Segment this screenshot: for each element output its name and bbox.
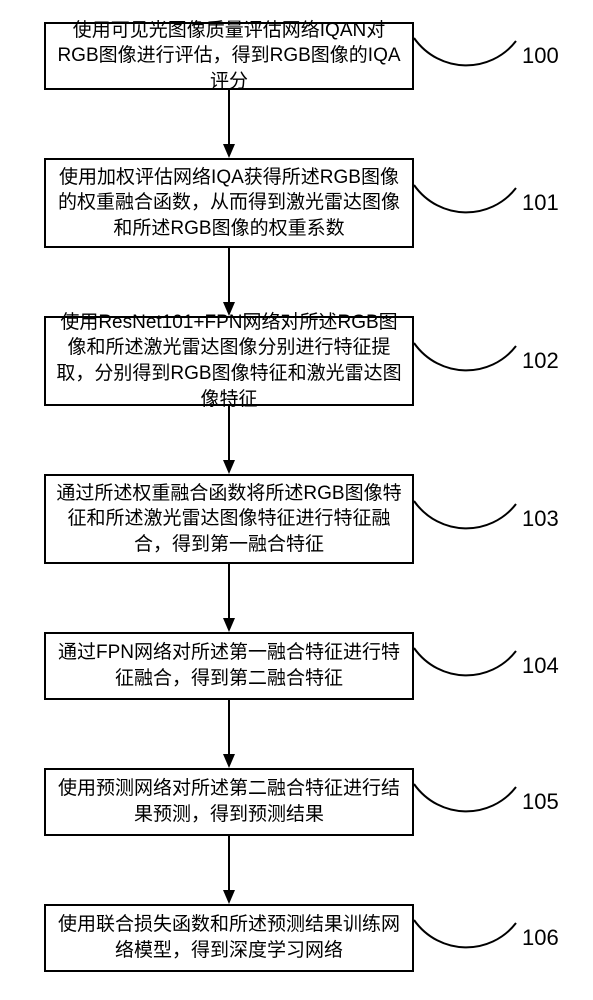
flow-node-n100: 使用可见光图像质量评估网络IQAN对RGB图像进行评估，得到RGB图像的IQA评… [44,22,414,90]
flow-node-text: 使用ResNet101+FPN网络对所述RGB图像和所述激光雷达图像分别进行特征… [56,310,402,413]
callout-n102 [414,329,516,393]
flow-node-text: 通过所述权重融合函数将所述RGB图像特征和所述激光雷达图像特征进行特征融合，得到… [56,481,402,558]
callout-label-103: 103 [522,506,559,532]
callout-n100 [414,24,516,88]
flow-node-n103: 通过所述权重融合函数将所述RGB图像特征和所述激光雷达图像特征进行特征融合，得到… [44,474,414,564]
flow-node-n102: 使用ResNet101+FPN网络对所述RGB图像和所述激光雷达图像分别进行特征… [44,316,414,406]
flow-node-n104: 通过FPN网络对所述第一融合特征进行特征融合，得到第二融合特征 [44,632,414,700]
callout-n106 [414,906,516,970]
flow-node-text: 使用预测网络对所述第二融合特征进行结果预测，得到预测结果 [56,776,402,827]
callout-n101 [414,171,516,235]
callout-label-105: 105 [522,789,559,815]
flow-node-text: 使用加权评估网络IQA获得所述RGB图像的权重融合函数，从而得到激光雷达图像和所… [56,165,402,242]
flow-node-text: 使用联合损失函数和所述预测结果训练网络模型，得到深度学习网络 [56,912,402,963]
flow-node-text: 使用可见光图像质量评估网络IQAN对RGB图像进行评估，得到RGB图像的IQA评… [56,18,402,95]
arrow-n104-n105 [214,700,244,768]
arrow-n105-n106 [214,836,244,904]
callout-label-104: 104 [522,653,559,679]
arrow-n101-n102 [214,248,244,316]
flowchart-canvas: 使用可见光图像质量评估网络IQAN对RGB图像进行评估，得到RGB图像的IQA评… [0,0,593,1000]
flow-node-n106: 使用联合损失函数和所述预测结果训练网络模型，得到深度学习网络 [44,904,414,972]
arrow-n100-n101 [214,90,244,158]
callout-label-106: 106 [522,925,559,951]
callout-label-102: 102 [522,348,559,374]
flow-node-n105: 使用预测网络对所述第二融合特征进行结果预测，得到预测结果 [44,768,414,836]
callout-n103 [414,487,516,551]
callout-label-101: 101 [522,190,559,216]
flow-node-text: 通过FPN网络对所述第一融合特征进行特征融合，得到第二融合特征 [56,640,402,691]
callout-n104 [414,634,516,698]
flow-node-n101: 使用加权评估网络IQA获得所述RGB图像的权重融合函数，从而得到激光雷达图像和所… [44,158,414,248]
arrow-n102-n103 [214,406,244,474]
arrow-n103-n104 [214,564,244,632]
callout-label-100: 100 [522,43,559,69]
callout-n105 [414,770,516,834]
